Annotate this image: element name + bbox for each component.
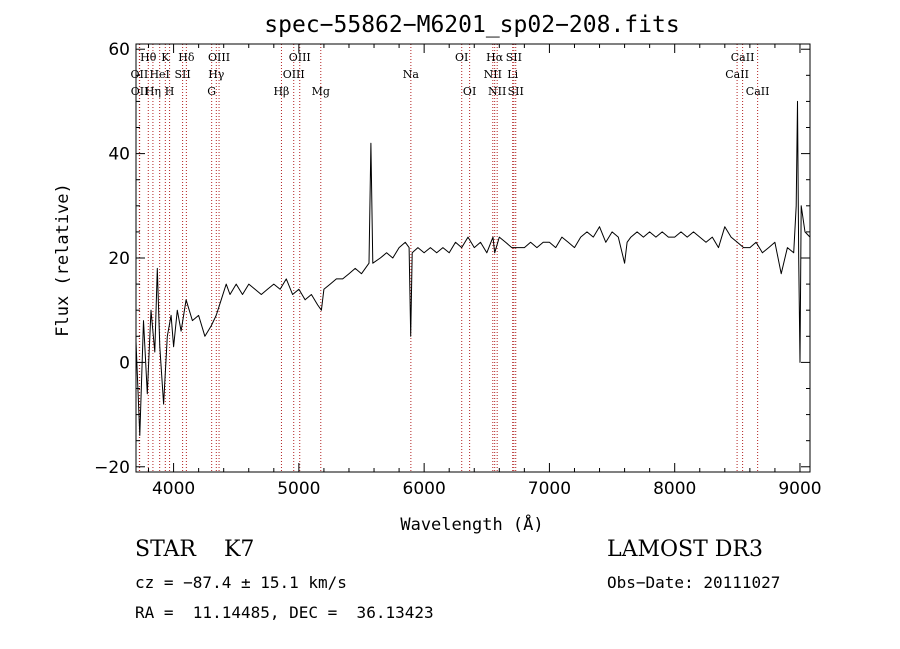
reference-line-label: Hγ [208,68,225,81]
reference-line-label: Hη [145,85,161,98]
reference-line-label: Mg [312,85,330,98]
reference-line-label: CaII [746,85,770,98]
reference-line-label: Hβ [273,85,289,98]
reference-line-label: Na [403,68,420,81]
reference-line-label: OIII [283,68,305,81]
reference-line-label: OI [455,51,468,64]
spectrum-line [135,100,811,436]
chart-title: spec−55862−M6201_sp02−208.fits [264,12,679,38]
x-tick-label: 8000 [653,479,696,499]
x-tick-label: 7000 [528,479,571,499]
reference-line-label: SII [506,51,522,64]
redshift-value: cz = −87.4 ± 15.1 km/s [135,573,347,592]
reference-line-label: Hα [486,51,504,64]
reference-line-label: OII [131,85,149,98]
x-axis-label: Wavelength (Å) [400,513,543,535]
reference-line-label: HeI [149,68,169,81]
reference-line-label: K [161,51,170,64]
reference-line-label: Li [507,68,518,81]
axes [135,43,811,473]
reference-line-label: OI [463,85,476,98]
reference-line-label: CaII [731,51,755,64]
x-tick-label: 6000 [403,479,446,499]
survey-name: LAMOST DR3 [607,537,763,562]
y-axis-label: Flux (relative) [53,183,73,337]
reference-line-label: Hθ [140,51,157,64]
x-tick-label: 5000 [277,479,320,499]
reference-line-group [138,44,759,472]
tick-group: 4000 5000 6000 7000 8000 9000 −20 0 20 40 60 [94,40,822,499]
reference-line-label: CaII [725,68,749,81]
reference-line-label: Hδ [178,51,195,64]
y-tick-label: 20 [108,249,130,269]
x-tick-label: 4000 [152,479,195,499]
reference-line-label: G [207,85,216,98]
reference-line-label: NII [488,85,506,98]
plot-frame [135,43,811,473]
reference-line-label: SII [508,85,524,98]
reference-label-group: HθOIIOIIHηHeIKHSIIHδGHγOIIIHβOIIIOIIIMgN… [131,51,770,98]
spectrum-series [135,100,811,436]
y-tick-label: 0 [119,353,130,373]
reference-line-label: OII [131,68,149,81]
x-tick-label: 9000 [778,479,821,499]
reference-line-label: OIII [289,51,311,64]
reference-line-label: NII [484,68,502,81]
reference-line-label: SII [174,68,190,81]
reference-line-label: H [165,85,175,98]
y-tick-label: 60 [108,40,130,60]
reference-line-label: OIII [208,51,230,64]
object-class: STAR K7 [135,537,255,562]
y-tick-label: 40 [108,145,130,165]
y-tick-label: −20 [94,458,130,478]
obs-date: Obs−Date: 20111027 [607,573,781,592]
ra-dec-coordinates: RA = 11.14485, DEC = 36.13423 [135,603,434,622]
